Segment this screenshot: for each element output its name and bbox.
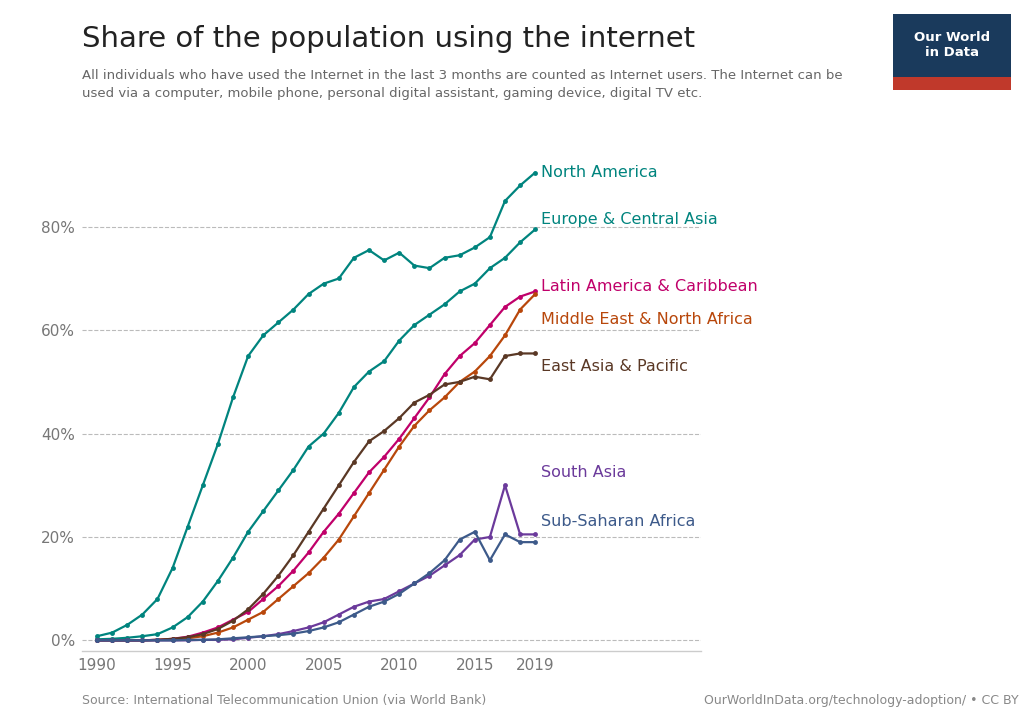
- Text: All individuals who have used the Internet in the last 3 months are counted as I: All individuals who have used the Intern…: [82, 69, 843, 100]
- Text: Our World
in Data: Our World in Data: [913, 31, 990, 59]
- Text: Share of the population using the internet: Share of the population using the intern…: [82, 25, 695, 54]
- Text: Sub-Saharan Africa: Sub-Saharan Africa: [542, 514, 695, 529]
- Text: Europe & Central Asia: Europe & Central Asia: [542, 212, 718, 226]
- Text: Latin America & Caribbean: Latin America & Caribbean: [542, 279, 758, 294]
- Text: South Asia: South Asia: [542, 465, 627, 480]
- Text: Source: International Telecommunication Union (via World Bank): Source: International Telecommunication …: [82, 694, 486, 707]
- Text: East Asia & Pacific: East Asia & Pacific: [542, 359, 688, 374]
- Text: North America: North America: [542, 165, 657, 180]
- Text: Middle East & North Africa: Middle East & North Africa: [542, 312, 753, 328]
- Text: OurWorldInData.org/technology-adoption/ • CC BY: OurWorldInData.org/technology-adoption/ …: [705, 694, 1019, 707]
- Bar: [893, 77, 1011, 90]
